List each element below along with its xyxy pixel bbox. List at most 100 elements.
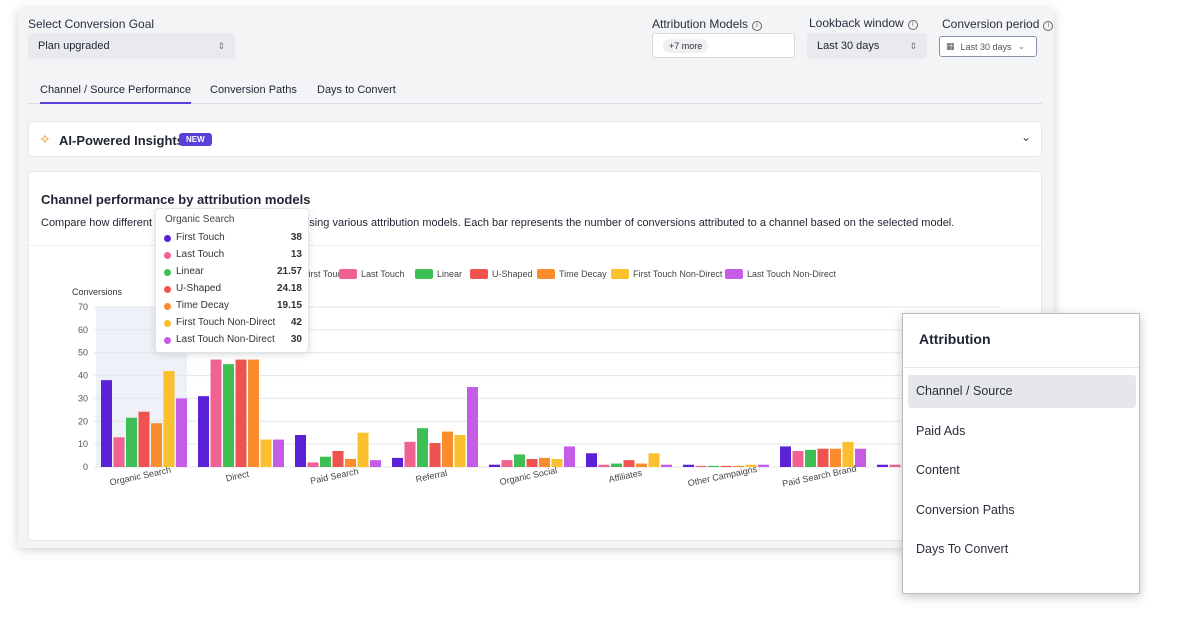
period-select[interactable]: ▦ Last 30 days ⌄ (939, 36, 1037, 57)
chevron-down-icon[interactable]: ⌄ (1020, 130, 1031, 144)
legend-dot (164, 320, 171, 327)
tooltip-value: 30 (290, 334, 302, 345)
menu-item-days-to-convert[interactable]: Days To Convert (916, 542, 1009, 556)
period-label: Conversion period i (942, 17, 1054, 31)
bar (332, 451, 344, 467)
bar (467, 387, 478, 467)
x-tick-label: Direct (225, 469, 251, 484)
bar (345, 459, 356, 467)
new-badge: NEW (179, 133, 212, 146)
tab-conversion-paths[interactable]: Conversion Paths (210, 84, 297, 96)
tab-channel-source-performance[interactable]: Channel / Source Performance (40, 84, 192, 104)
bar (357, 432, 369, 467)
divider (903, 367, 1139, 368)
bar (598, 464, 610, 467)
bar (792, 451, 804, 467)
tooltip-series-name: Time Decay (176, 300, 229, 311)
bar (392, 457, 403, 467)
legend-label: Last Touch Non-Direct (747, 269, 836, 279)
bar (830, 448, 841, 467)
legend-swatch (537, 269, 555, 279)
menu-item-content[interactable]: Content (916, 463, 960, 477)
bar (889, 464, 901, 467)
lookback-value: Last 30 days (817, 40, 880, 52)
bar (661, 464, 672, 467)
bar (733, 465, 744, 467)
bar (514, 454, 525, 467)
bar (454, 435, 466, 467)
bar (708, 465, 719, 467)
bar (210, 359, 222, 467)
y-axis-label: Conversions (72, 287, 123, 297)
attribution-menu: Attribution Channel / Source Paid Ads Co… (902, 313, 1140, 594)
bar (126, 417, 137, 467)
bar (817, 448, 829, 467)
sparkle-icon: ✧ (39, 131, 51, 147)
bar (320, 456, 331, 467)
legend-dot (164, 269, 171, 276)
bar (370, 460, 381, 467)
tooltip-series-name: Last Touch (176, 249, 225, 260)
bar (260, 439, 272, 467)
legend-swatch (725, 269, 743, 279)
x-tick-label: Paid Search (309, 466, 359, 486)
models-label: Attribution Models i (652, 17, 763, 31)
updown-chevron-icon: ⇕ (909, 40, 917, 51)
tooltip-value: 19.15 (276, 300, 302, 311)
bar (295, 435, 306, 467)
legend-dot (164, 235, 171, 242)
ai-insights-title: AI-Powered Insights (59, 133, 184, 148)
bar (842, 441, 854, 467)
more-models-chip[interactable]: +7 more (663, 39, 709, 53)
bar (163, 371, 175, 467)
bar (636, 463, 647, 467)
y-tick-label: 20 (78, 416, 88, 426)
goal-select[interactable]: Plan upgraded ⇕ (28, 33, 235, 59)
bar (695, 465, 707, 467)
chart-title: Channel performance by attribution model… (41, 192, 311, 207)
attribution-models-select[interactable]: +7 more (652, 33, 795, 58)
bar (683, 464, 694, 467)
bar (720, 465, 732, 467)
y-tick-label: 10 (78, 439, 88, 449)
tooltip-value: 21.57 (276, 266, 302, 277)
tab-days-to-convert[interactable]: Days to Convert (317, 84, 396, 96)
period-label-text: Conversion period (942, 17, 1040, 31)
tooltip-row: First Touch Non-Direct 42 (164, 316, 302, 330)
legend-label: Last Touch (361, 269, 404, 279)
bar (501, 460, 513, 467)
menu-item-conversion-paths[interactable]: Conversion Paths (916, 503, 1015, 517)
menu-item-channel-source[interactable]: Channel / Source (908, 375, 1136, 408)
legend-label: First Touch Non-Direct (633, 269, 723, 279)
menu-title: Attribution (919, 331, 991, 347)
legend-dot (164, 337, 171, 344)
y-tick-label: 30 (78, 393, 88, 403)
bar (539, 457, 550, 467)
bar (248, 359, 259, 467)
x-tick-label: Affiliates (608, 468, 644, 485)
bar (176, 398, 187, 467)
legend-label: Time Decay (559, 269, 607, 279)
y-tick-label: 0 (83, 462, 88, 472)
tooltip-row: Time Decay 19.15 (164, 299, 302, 313)
bar (564, 446, 575, 467)
y-tick-label: 50 (78, 348, 88, 358)
chevron-down-icon: ⌄ (1017, 41, 1026, 51)
tooltip-value: 38 (290, 232, 302, 243)
legend-label: Linear (437, 269, 462, 279)
lookback-select[interactable]: Last 30 days ⇕ (807, 33, 927, 59)
legend-label: First Touch (303, 269, 347, 279)
x-tick-label: Referral (415, 468, 448, 484)
ai-insights-panel[interactable]: ✧ AI-Powered Insights NEW ⌄ (28, 121, 1042, 157)
bar (442, 431, 453, 467)
y-tick-label: 40 (78, 371, 88, 381)
menu-item-paid-ads[interactable]: Paid Ads (916, 424, 966, 438)
info-icon: i (907, 20, 918, 30)
bar (877, 464, 888, 467)
bar (489, 464, 500, 467)
info-icon: i (1043, 21, 1054, 31)
tooltip-series-name: First Touch (176, 232, 225, 243)
bar (526, 459, 538, 467)
bar (780, 446, 791, 467)
bar (429, 443, 441, 467)
